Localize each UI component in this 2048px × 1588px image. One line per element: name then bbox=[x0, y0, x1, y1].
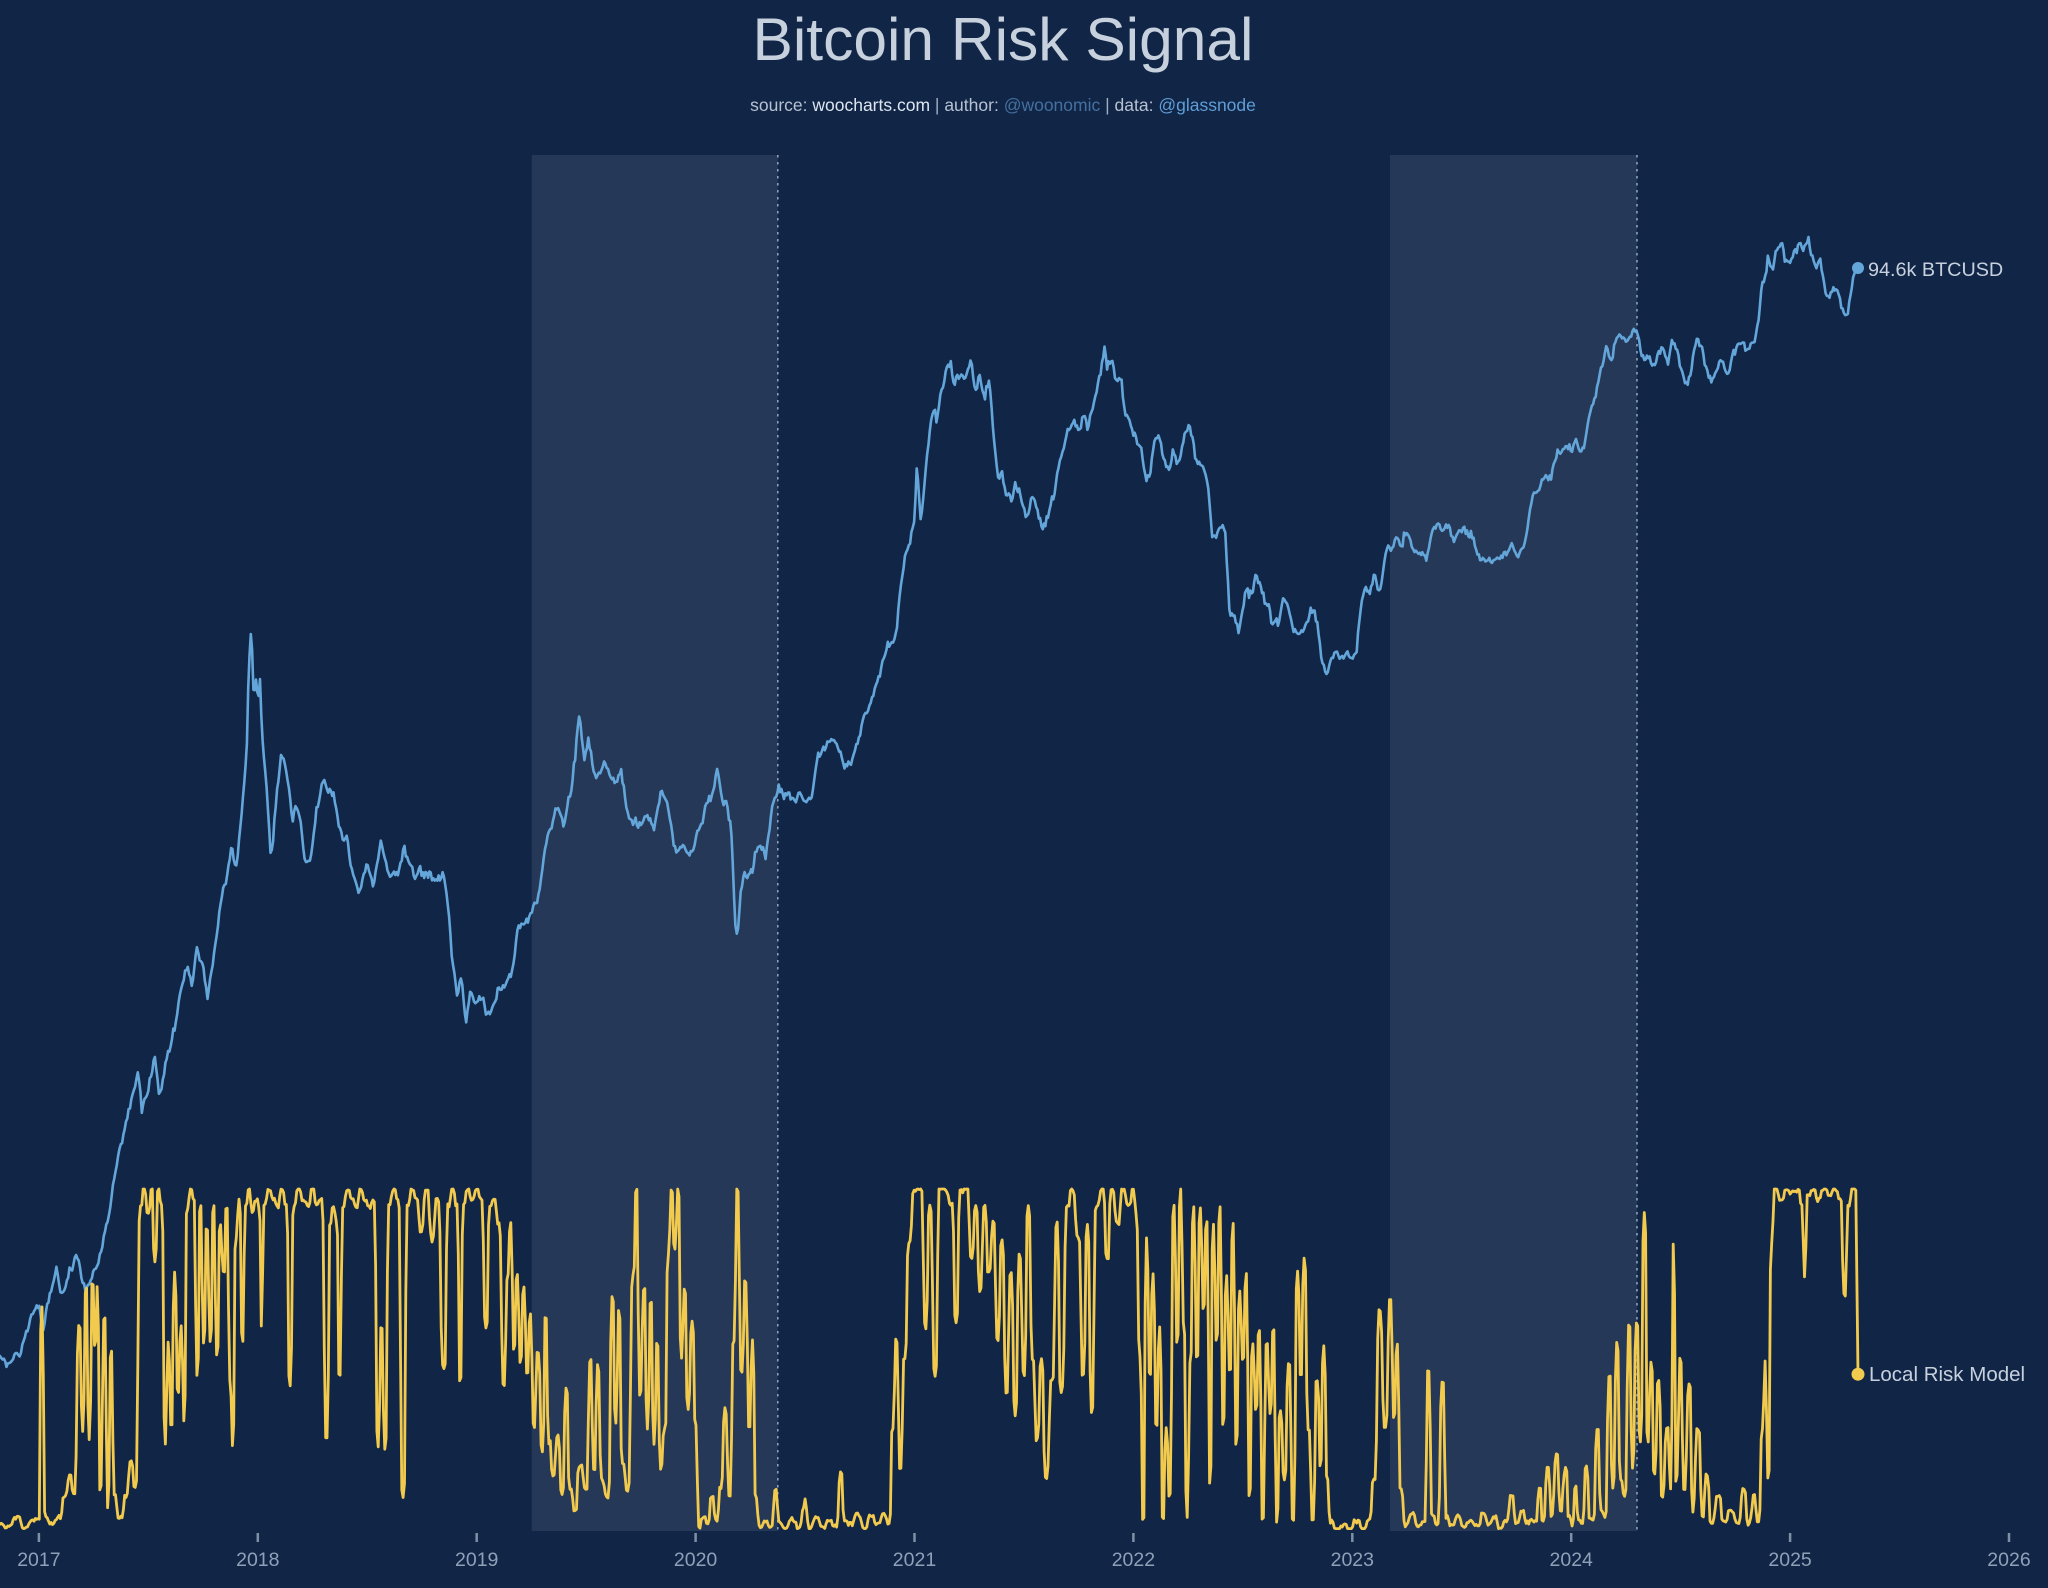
svg-text:2020: 2020 bbox=[674, 1549, 718, 1571]
svg-text:2021: 2021 bbox=[893, 1549, 936, 1571]
svg-text:94.6k BTCUSD: 94.6k BTCUSD bbox=[1868, 259, 2003, 281]
svg-text:2022: 2022 bbox=[1112, 1549, 1155, 1571]
svg-text:2026: 2026 bbox=[1987, 1549, 2030, 1571]
svg-text:2017: 2017 bbox=[17, 1549, 60, 1571]
svg-text:2018: 2018 bbox=[236, 1549, 279, 1571]
svg-text:2019: 2019 bbox=[455, 1549, 498, 1571]
svg-text:Bitcoin Risk Signal: Bitcoin Risk Signal bbox=[752, 5, 1253, 73]
svg-text:2023: 2023 bbox=[1331, 1549, 1374, 1571]
svg-text:Local Risk Model: Local Risk Model bbox=[1869, 1363, 2025, 1386]
svg-text:2024: 2024 bbox=[1550, 1549, 1594, 1571]
svg-text:2025: 2025 bbox=[1768, 1549, 1812, 1571]
svg-text:source: woocharts.com | author: source: woocharts.com | author: @woonomi… bbox=[750, 95, 1256, 115]
